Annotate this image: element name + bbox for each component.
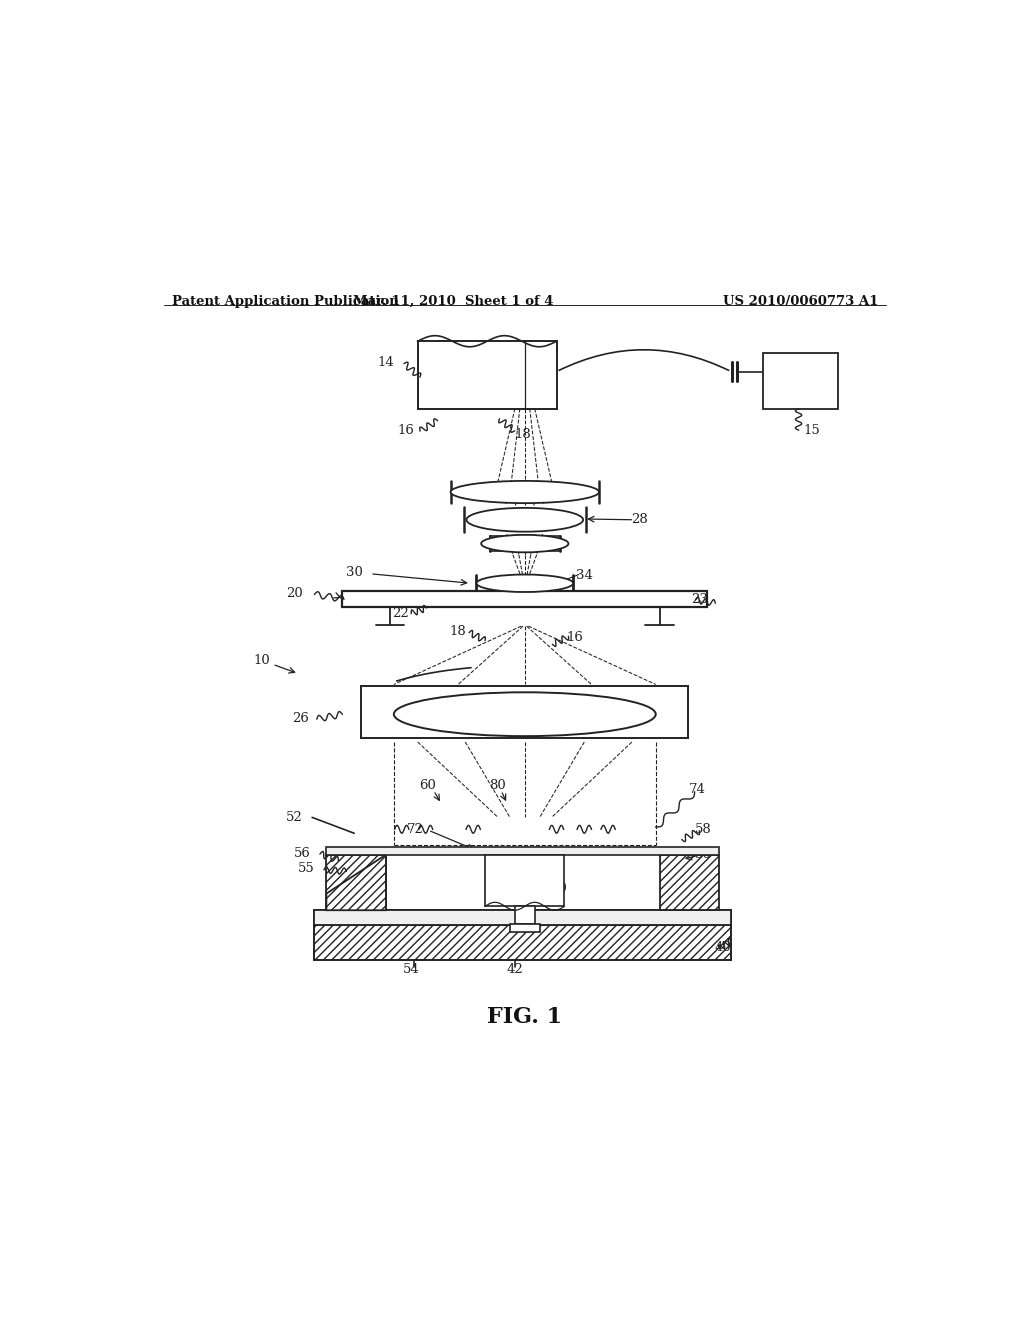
Bar xyxy=(342,591,708,607)
Bar xyxy=(327,846,719,854)
Text: 14: 14 xyxy=(378,356,394,370)
Text: 15: 15 xyxy=(804,424,820,437)
Text: 58: 58 xyxy=(695,822,712,836)
Text: 28: 28 xyxy=(632,513,648,527)
Text: 16: 16 xyxy=(566,631,584,644)
Text: 54: 54 xyxy=(402,964,420,977)
Ellipse shape xyxy=(476,574,573,591)
Text: 18: 18 xyxy=(514,428,530,441)
Ellipse shape xyxy=(451,480,599,503)
Text: 80: 80 xyxy=(488,779,506,792)
Text: 30: 30 xyxy=(346,566,362,579)
Text: Patent Application Publication: Patent Application Publication xyxy=(172,296,398,308)
Text: Mar. 11, 2010  Sheet 1 of 4: Mar. 11, 2010 Sheet 1 of 4 xyxy=(353,296,554,308)
Ellipse shape xyxy=(481,535,568,552)
Bar xyxy=(515,907,535,924)
Polygon shape xyxy=(327,854,386,911)
Text: 40: 40 xyxy=(715,941,731,954)
Text: 50: 50 xyxy=(695,849,712,861)
Text: 10: 10 xyxy=(253,653,269,667)
Text: 52: 52 xyxy=(287,810,303,824)
Bar xyxy=(485,854,564,907)
Polygon shape xyxy=(659,854,719,911)
Bar xyxy=(763,354,839,409)
Bar xyxy=(489,536,560,550)
Text: 74: 74 xyxy=(689,783,707,796)
Bar xyxy=(510,924,540,932)
Text: 70: 70 xyxy=(551,882,567,895)
Bar xyxy=(314,911,731,924)
Text: 55: 55 xyxy=(298,862,315,875)
Text: 70: 70 xyxy=(517,871,532,884)
Text: 72: 72 xyxy=(407,822,424,836)
Bar xyxy=(314,911,731,924)
Text: 23: 23 xyxy=(691,593,708,606)
Bar xyxy=(314,924,731,960)
Text: 16: 16 xyxy=(397,424,414,437)
Text: US 2010/0060773 A1: US 2010/0060773 A1 xyxy=(723,296,878,308)
Text: 34: 34 xyxy=(575,569,593,582)
Ellipse shape xyxy=(394,692,655,737)
Text: 42: 42 xyxy=(507,964,523,977)
Bar xyxy=(418,342,557,409)
Text: FIG. 1: FIG. 1 xyxy=(487,1006,562,1028)
Text: 26: 26 xyxy=(293,711,309,725)
Text: 22: 22 xyxy=(392,607,410,620)
Text: 56: 56 xyxy=(294,846,311,859)
Text: 60: 60 xyxy=(420,779,436,792)
Text: 20: 20 xyxy=(287,587,303,601)
Bar xyxy=(327,854,386,911)
Bar xyxy=(361,686,688,738)
Text: 18: 18 xyxy=(449,626,466,638)
Ellipse shape xyxy=(467,508,583,532)
